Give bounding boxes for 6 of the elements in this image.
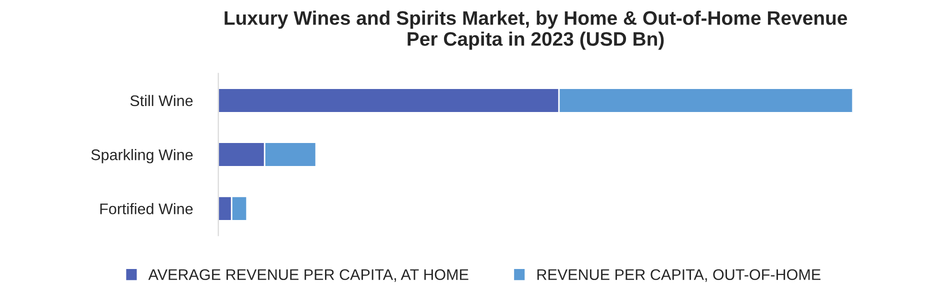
legend-label: REVENUE PER CAPITA, OUT-OF-HOME <box>537 269 820 282</box>
y-tick-label: Still Wine <box>130 94 193 106</box>
chart-title: Luxury Wines and Spirits Market, by Home & Out-of-Home Revenue Per Capita in 2023 (USD Bn) <box>224 10 848 50</box>
legend-label: AVERAGE REVENUE PER CAPITA, AT HOME <box>148 269 468 282</box>
y-tick-label: Sparkling Wine <box>91 148 193 164</box>
y-tick-label: Fortified Wine <box>100 203 193 214</box>
